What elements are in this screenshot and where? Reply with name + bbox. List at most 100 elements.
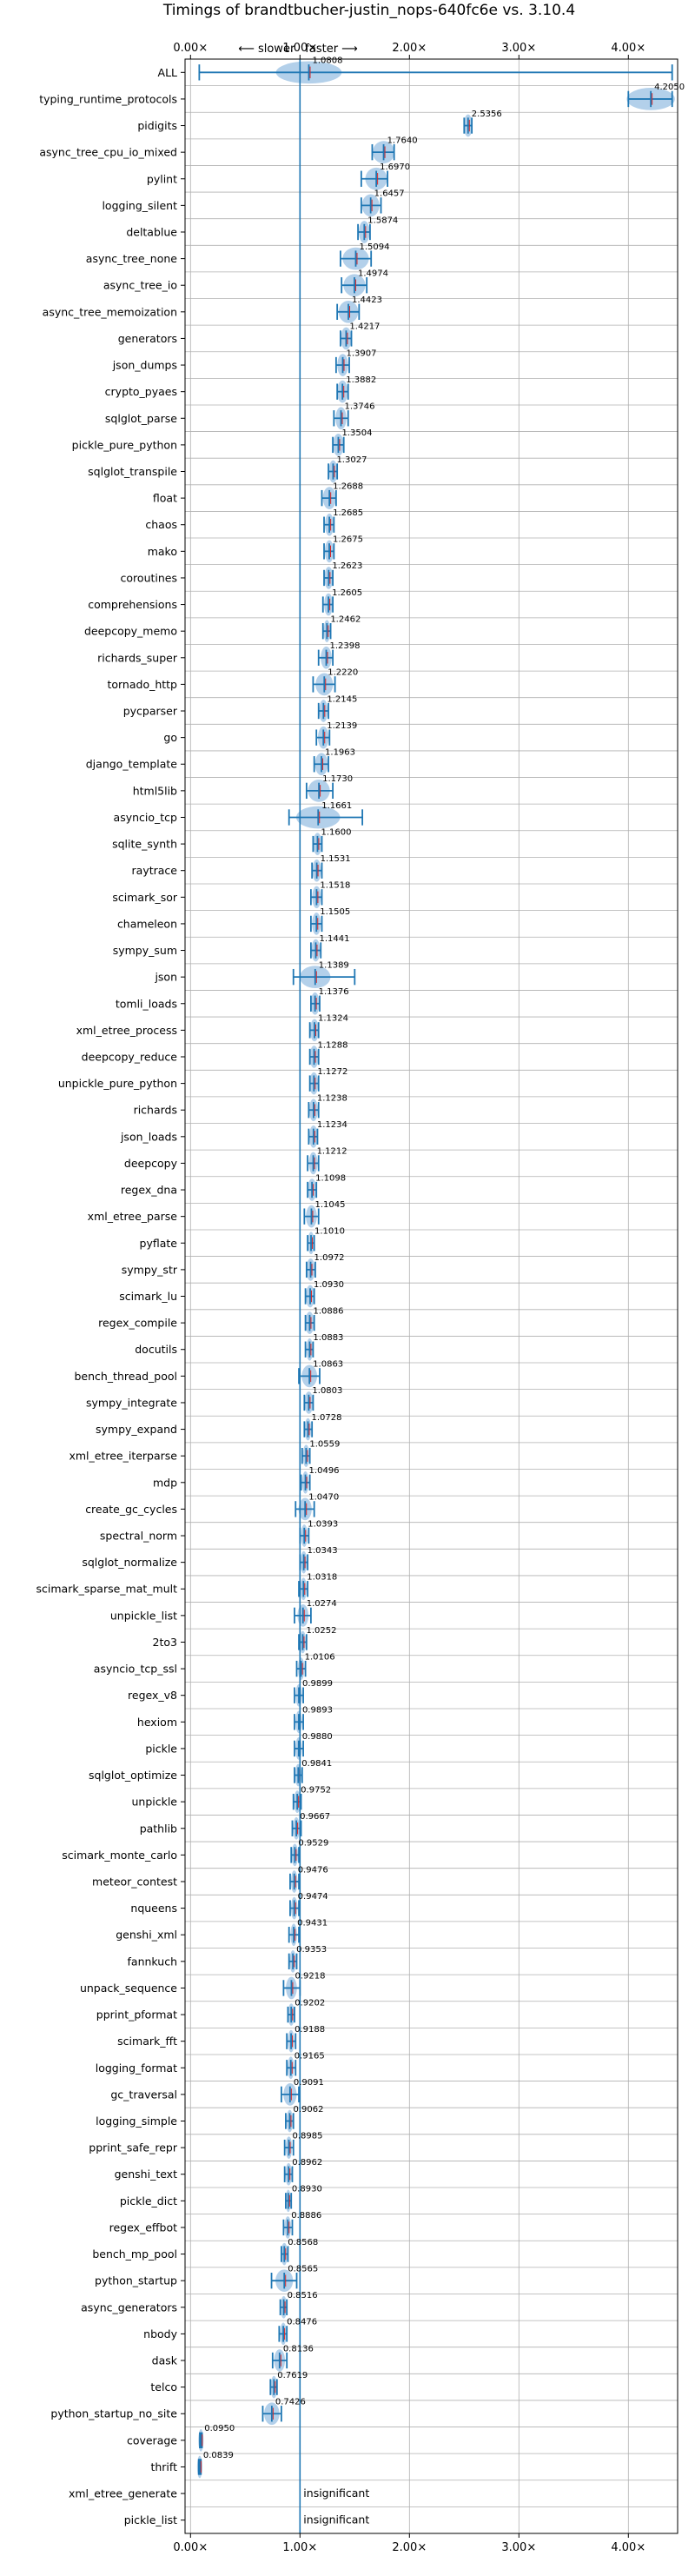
value-label: 1.4217 [349,322,380,332]
category-label: xml_etree_process [76,1024,177,1037]
category-label: deepcopy [124,1157,178,1170]
value-label: 1.3907 [347,349,377,358]
insignificant-label: insignificant [303,2486,369,2500]
value-label: 0.9667 [300,1812,330,1822]
category-label: meteor_contest [92,1875,177,1888]
value-label: 1.0863 [313,1360,343,1370]
value-label: 0.7619 [277,2371,308,2380]
value-label: 1.1518 [320,881,350,891]
category-label: bench_mp_pool [92,2247,177,2261]
category-label: scimark_sor [112,891,177,904]
category-label: chaos [145,518,177,531]
category-label: raytrace [132,864,178,877]
category-label: typing_runtime_protocols [39,92,177,105]
value-label: 4.2050 [654,83,685,92]
category-label: pidigits [137,119,177,132]
value-label: 0.9752 [301,1785,331,1795]
category-label: tomli_loads [116,997,177,1010]
category-label: scimark_fft [117,2035,177,2048]
category-label: regex_v8 [128,1689,177,1702]
category-label: mako [148,545,177,558]
value-label: 1.2462 [330,614,361,624]
category-label: deltablue [126,225,177,238]
value-label: 1.0470 [308,1493,339,1503]
category-label: pprint_pformat [96,2008,177,2022]
category-label: async_tree_memoization [43,305,177,318]
value-label: 1.1531 [321,854,351,864]
category-label: deepcopy_reduce [82,1050,178,1063]
category-label: async_generators [81,2300,177,2314]
axes: 0.00× 0.00× 1.00× 1.00× 2.00× 2.00× 3.00× 3.00×… [173,42,678,2554]
category-label: coverage [127,2433,177,2447]
value-label: 0.8568 [288,2238,318,2247]
value-label: 0.8930 [292,2185,322,2194]
value-label: 1.1272 [317,1067,348,1077]
category-label: nbody [143,2327,177,2340]
category-label: python_startup [95,2274,177,2287]
value-label: 1.2688 [333,481,363,491]
value-label: 1.0803 [312,1386,342,1396]
value-label: 1.7640 [387,136,418,145]
category-label: pylint [147,172,177,185]
value-label: 1.1238 [317,1093,348,1103]
category-label: pyflate [140,1237,178,1250]
category-label: asyncio_tcp_ssl [94,1663,177,1676]
value-label: 1.0972 [314,1253,345,1263]
category-label: pycparser [123,705,178,718]
value-label: 0.0839 [203,2451,234,2460]
value-label: 1.0393 [308,1519,338,1529]
value-label: 1.2220 [328,668,358,678]
category-label: sympy_str [122,1263,178,1276]
category-label: logging_silent [102,199,177,212]
category-label: async_tree_cpu_io_mixed [39,146,177,159]
category-label: async_tree_io [103,279,177,292]
category-label: spectral_norm [100,1530,177,1543]
category-label: genshi_xml [116,1929,177,1942]
category-label: scimark_sparse_mat_mult [36,1583,178,1596]
x-tick-label-top: 3.00× [501,42,536,55]
value-label: 1.1600 [321,827,351,837]
value-label: 1.2675 [333,535,363,545]
value-label: 1.0318 [307,1573,337,1583]
value-label: 1.0883 [313,1333,343,1343]
category-label: 2to3 [153,1636,177,1649]
x-tick-label-top: 4.00× [611,42,645,55]
value-label: 1.2398 [330,641,361,651]
value-label: 1.3504 [341,428,372,438]
x-tick-label-top: 2.00× [392,42,427,55]
category-label: xml_etree_parse [88,1210,178,1223]
value-label: 0.9165 [295,2052,325,2061]
value-label: 1.0728 [311,1413,341,1423]
value-label: 1.0496 [309,1466,340,1476]
category-label: regex_effbot [109,2221,177,2234]
category-label: richards_super [97,651,178,664]
value-label: 1.6970 [380,163,410,172]
category-label: chameleon [117,917,177,930]
value-label: 0.8962 [292,2158,322,2168]
category-label: create_gc_cycles [85,1503,177,1516]
category-label: logging_format [96,2061,177,2075]
value-label: 1.1963 [325,748,355,758]
category-label: json_dumps [112,359,177,372]
category-label: deepcopy_memo [84,625,177,638]
category-label: dask [152,2354,178,2367]
category-label: python_startup_no_site [50,2407,177,2420]
value-label: 1.0886 [313,1306,343,1316]
chart-title: Timings of brandtbucher-justin_nops-640f… [162,2,575,19]
value-label: 0.8886 [291,2211,321,2221]
value-label: 1.1098 [315,1173,346,1183]
category-label: crypto_pyaes [105,385,177,398]
value-label: 0.7426 [275,2398,306,2407]
value-label: 0.9893 [302,1706,333,1716]
category-label: sqlite_synth [112,838,177,851]
category-label: unpack_sequence [80,1982,177,1995]
value-label: 1.1212 [317,1147,348,1157]
chart-marks [196,59,675,2533]
value-label: 1.1441 [319,934,349,944]
category-label: logging_simple [96,2115,177,2128]
value-label: 1.3746 [344,402,374,412]
category-label: async_tree_none [86,252,178,265]
category-label: generators [118,332,177,345]
